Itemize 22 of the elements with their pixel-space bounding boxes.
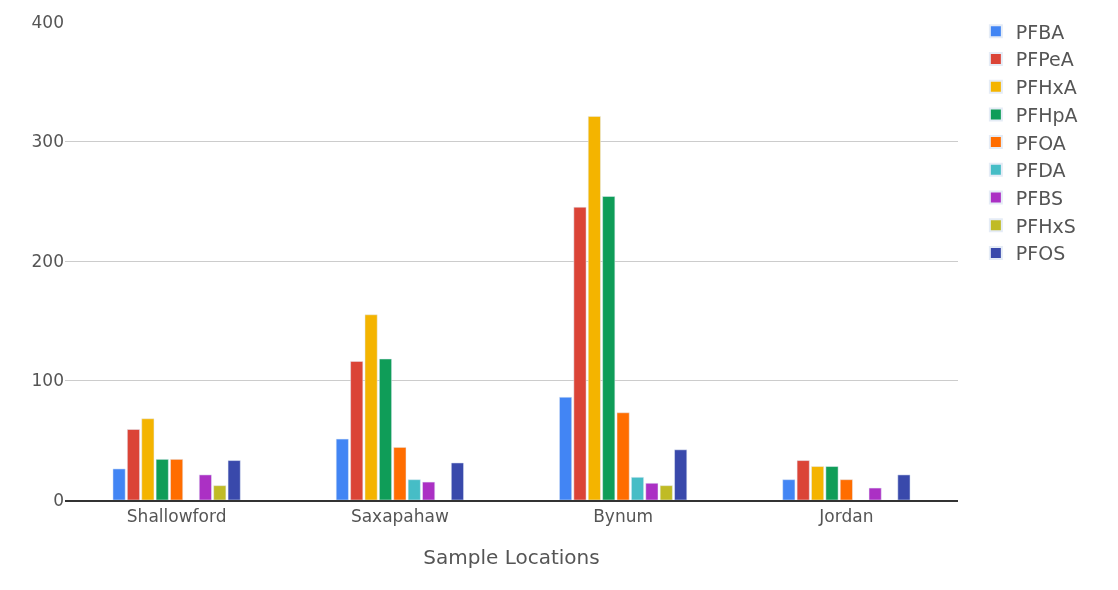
legend-label: PFBS [1015, 186, 1064, 209]
bar [451, 462, 464, 500]
x-tick-label: Shallowford [126, 506, 227, 527]
legend-label: PFOA [1015, 131, 1066, 154]
legend-label: PFHpA [1015, 103, 1078, 126]
x-axis-title: Sample Locations [423, 545, 600, 570]
x-tick-label: Saxapahaw [350, 506, 449, 527]
y-tick-label: 200 [31, 250, 64, 271]
legend-label: PFBA [1015, 20, 1065, 43]
legend-label: PFHxS [1015, 214, 1076, 237]
y-tick-label: 400 [31, 11, 64, 32]
bar [897, 474, 911, 500]
x-tick-label: Bynum [593, 506, 654, 527]
legend-label: PFOS [1015, 242, 1066, 265]
bar [868, 487, 882, 500]
y-tick-label: 100 [31, 370, 64, 391]
legend-label: PFPeA [1015, 48, 1074, 71]
x-tick-label: Jordan [818, 506, 874, 527]
y-tick-label: 300 [31, 131, 64, 152]
legend-label: PFDA [1015, 159, 1066, 182]
y-tick-label: 0 [53, 489, 64, 510]
legend-label: PFHxA [1015, 76, 1077, 99]
